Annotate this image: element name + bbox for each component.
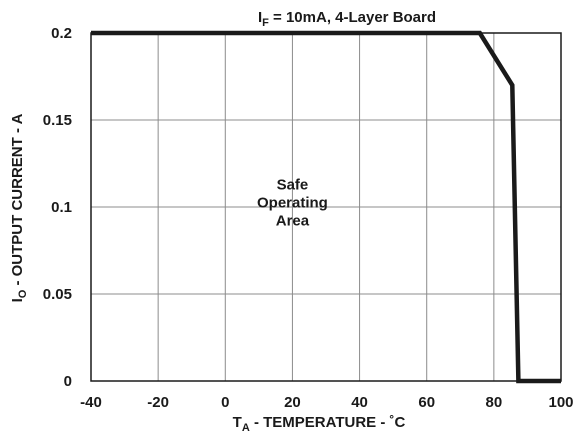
- x-axis-title: TA - TEMPERATURE - ˚C: [233, 414, 406, 434]
- chart-title-rest: = 10mA, 4-Layer Board: [269, 9, 436, 26]
- y-tick-label: 0.2: [51, 25, 72, 42]
- x-tick-label: 20: [284, 394, 301, 411]
- x-tick-label: 60: [418, 394, 435, 411]
- x-tick-label: 100: [548, 394, 573, 411]
- x-tick-label: 0: [221, 394, 229, 411]
- y-tick-label: 0.1: [51, 199, 72, 216]
- x-tick-labels: -40 -20 0 20 40 60 80 100: [80, 394, 573, 411]
- y-tick-label: 0.05: [43, 286, 72, 303]
- annotation-line: Operating: [257, 195, 328, 212]
- annotation-line: Safe: [277, 177, 309, 194]
- y-tick-label: 0: [64, 373, 72, 390]
- y-axis-title: IO - OUTPUT CURRENT - A: [9, 113, 29, 302]
- x-axis-title-rest: - TEMPERATURE - ˚C: [250, 414, 406, 431]
- x-tick-label: 80: [486, 394, 503, 411]
- x-axis-title-subscript: A: [242, 422, 250, 434]
- annotations: Safe Operating Area: [257, 177, 328, 230]
- series-line: [91, 30, 561, 384]
- chart-title: IF = 10mA, 4-Layer Board: [258, 9, 436, 29]
- y-tick-label: 0.15: [43, 112, 72, 129]
- chart-title-subscript: F: [262, 17, 269, 29]
- annotation-line: Area: [276, 213, 310, 230]
- y-tick-labels: 0 0.05 0.1 0.15 0.2: [43, 25, 72, 390]
- x-tick-label: -40: [80, 394, 102, 411]
- series-group: [91, 30, 561, 384]
- x-tick-label: 40: [351, 394, 368, 411]
- y-axis-title-rest: - OUTPUT CURRENT - A: [9, 113, 26, 289]
- y-axis-title-main: I: [9, 298, 26, 302]
- chart-title-main: I: [258, 9, 262, 26]
- x-axis-title-main: T: [233, 414, 242, 431]
- y-axis-title-subscript: O: [17, 289, 29, 298]
- x-tick-label: -20: [147, 394, 169, 411]
- annotation-text: Safe Operating Area: [257, 177, 328, 230]
